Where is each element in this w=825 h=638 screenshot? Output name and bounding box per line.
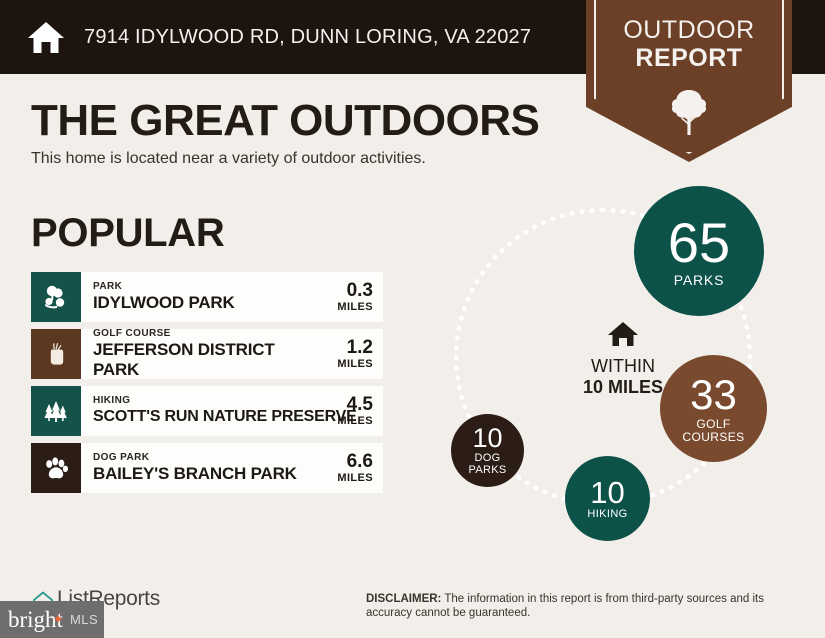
- distance-value: 4.5: [346, 393, 373, 415]
- popular-list: PARK IDYLWOOD PARK 0.3 MILES GOLF COURSE…: [31, 272, 383, 500]
- list-item-name: BAILEY'S BRANCH PARK: [93, 464, 297, 483]
- outdoor-report-badge: OUTDOOR REPORT: [586, 0, 792, 162]
- disclaimer: DISCLAIMER: The information in this repo…: [366, 592, 794, 620]
- list-item[interactable]: HIKING SCOTT'S RUN NATURE PRESERVE 4.5 M…: [31, 386, 383, 436]
- distance-value: 1.2: [346, 336, 373, 358]
- diagram-center-note: WITHIN 10 MILES: [538, 320, 708, 398]
- distance-unit: MILES: [337, 471, 373, 484]
- watermark-suffix: MLS: [69, 612, 99, 627]
- bubble-parks-count: 65: [667, 210, 731, 274]
- distance-value: 6.6: [346, 450, 373, 472]
- center-note-line2: 10 MILES: [582, 377, 664, 397]
- watermark-brand-text: bright: [8, 606, 63, 632]
- badge-title: OUTDOOR REPORT: [586, 16, 792, 72]
- bubble-parks[interactable]: 65 PARKS: [634, 186, 764, 316]
- list-item[interactable]: PARK IDYLWOOD PARK 0.3 MILES: [31, 272, 383, 322]
- list-item-text: HIKING SCOTT'S RUN NATURE PRESERVE: [81, 395, 357, 427]
- bubble-golf-label-line1: GOLF: [696, 416, 731, 431]
- golf-bag-icon: [31, 329, 81, 379]
- popular-heading: POPULAR: [31, 211, 225, 255]
- disclaimer-label: DISCLAIMER:: [366, 593, 442, 605]
- badge-inner-border: [594, 0, 784, 154]
- bubble-golf-label-line2: COURSES: [682, 429, 745, 444]
- tree-icon: [669, 88, 709, 136]
- pine-trees-icon: [31, 386, 81, 436]
- distance-value: 0.3: [346, 279, 373, 301]
- distance-unit: MILES: [337, 414, 373, 427]
- bubble-dog-label-line1: DOG: [474, 451, 501, 464]
- bubble-hiking-count: 10: [590, 474, 625, 510]
- bright-mls-watermark: bright ✦ MLS: [0, 601, 104, 638]
- page-title: THE GREAT OUTDOORS: [31, 96, 540, 145]
- bubble-golf-courses[interactable]: 33 GOLF COURSES: [660, 355, 767, 462]
- list-item-distance: 0.3 MILES: [333, 279, 383, 314]
- bubble-dog-label-line2: PARKS: [468, 463, 507, 476]
- badge-title-line2: REPORT: [635, 44, 743, 72]
- list-item-category: PARK: [93, 281, 123, 292]
- bubble-parks-label: PARKS: [673, 271, 725, 288]
- bubble-hiking[interactable]: 10 HIKING: [565, 456, 650, 541]
- watermark-brand: bright ✦: [8, 606, 64, 632]
- bubble-dog-count: 10: [472, 422, 503, 453]
- badge-title-line1: OUTDOOR: [623, 16, 755, 44]
- page-subtitle: This home is located near a variety of o…: [31, 150, 426, 167]
- center-note-line1: WITHIN: [591, 356, 655, 376]
- bubble-dog-parks[interactable]: 10 DOG PARKS: [451, 414, 524, 487]
- distance-unit: MILES: [337, 300, 373, 313]
- list-item-category: HIKING: [93, 395, 131, 406]
- disclaimer-text: The information in this report is from t…: [366, 593, 764, 619]
- bubble-hiking-label: HIKING: [587, 507, 628, 520]
- list-item-distance: 4.5 MILES: [333, 393, 383, 428]
- list-item-distance: 6.6 MILES: [333, 450, 383, 485]
- list-item-name: SCOTT'S RUN NATURE PRESERVE: [93, 408, 357, 425]
- home-icon: [26, 17, 66, 57]
- list-item-text: GOLF COURSE JEFFERSON DISTRICT PARK: [81, 328, 333, 380]
- list-item[interactable]: DOG PARK BAILEY'S BRANCH PARK 6.6 MILES: [31, 443, 383, 493]
- list-item-text: DOG PARK BAILEY'S BRANCH PARK: [81, 452, 333, 484]
- property-address: 7914 IDYLWOOD RD, DUNN LORING, VA 22027: [84, 25, 532, 48]
- within-10-miles-diagram: 65 PARKS 33 GOLF COURSES 10 DOG PARKS 10…: [420, 180, 825, 550]
- watermark-accent-icon: ✦: [52, 612, 64, 628]
- distance-unit: MILES: [337, 357, 373, 370]
- list-item-text: PARK IDYLWOOD PARK: [81, 281, 333, 313]
- list-item-category: DOG PARK: [93, 452, 150, 463]
- list-item-distance: 1.2 MILES: [333, 336, 383, 371]
- list-item-category: GOLF COURSE: [93, 328, 171, 339]
- paw-print-icon: [31, 443, 81, 493]
- list-item-name: IDYLWOOD PARK: [93, 293, 235, 312]
- list-item-name: JEFFERSON DISTRICT PARK: [93, 340, 275, 379]
- home-icon: [607, 320, 639, 348]
- list-item[interactable]: GOLF COURSE JEFFERSON DISTRICT PARK 1.2 …: [31, 328, 383, 380]
- park-trees-icon: [31, 272, 81, 322]
- bubble-golf-count: 33: [690, 370, 737, 418]
